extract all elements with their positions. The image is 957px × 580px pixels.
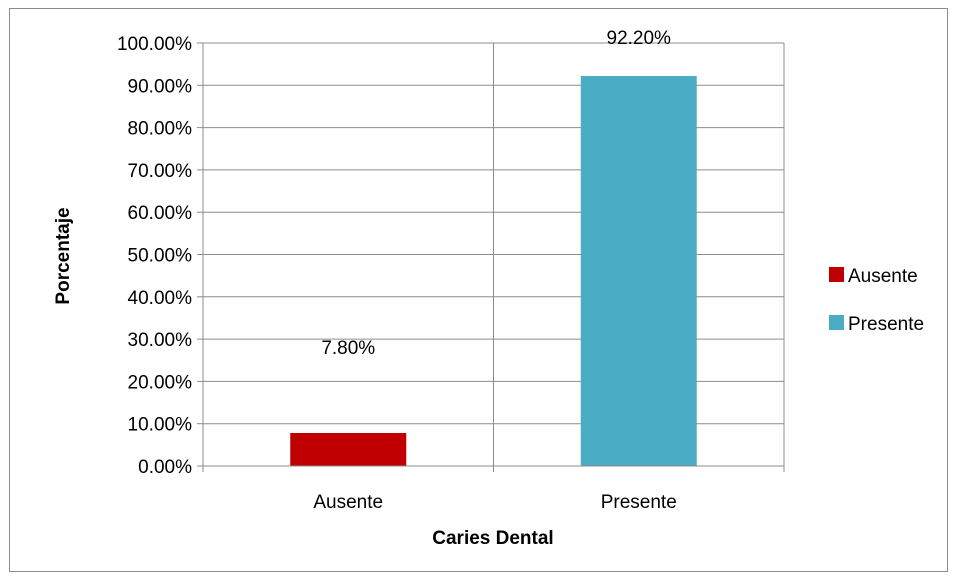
x-tick-label: Presente: [601, 492, 677, 513]
y-tick-label: 80.00%: [128, 119, 193, 140]
gridlines: [203, 42, 785, 466]
legend-swatch-presente: [829, 315, 844, 330]
y-tick-label: 70.00%: [128, 161, 193, 182]
y-tick-label: 10.00%: [128, 415, 193, 436]
y-tick-label: 40.00%: [128, 288, 193, 309]
x-axis-title: Caries Dental: [432, 528, 553, 549]
y-tick-label: 60.00%: [128, 203, 193, 224]
data-label-presente: 92.20%: [607, 28, 672, 49]
y-axis-title: Porcentaje: [53, 207, 74, 304]
y-tick-label: 90.00%: [128, 76, 193, 97]
bar-presente: [580, 75, 697, 466]
y-tick-label: 20.00%: [128, 372, 193, 393]
axes: [197, 42, 785, 472]
legend-swatch-ausente: [829, 267, 844, 282]
x-tick-labels: Ausente Presente: [313, 492, 676, 513]
x-tick-label: Ausente: [313, 492, 383, 513]
y-tick-labels: 0.00% 10.00% 20.00% 30.00% 40.00% 50.00% 60.00…: [117, 34, 192, 478]
y-tick-label: 30.00%: [128, 330, 193, 351]
data-label-ausente: 7.80%: [321, 338, 375, 359]
legend-label-ausente: Ausente: [848, 266, 918, 287]
legend-label-presente: Presente: [848, 314, 924, 335]
data-labels: 7.80% 92.20%: [321, 28, 671, 359]
legend: Ausente Presente: [829, 266, 924, 335]
y-tick-label: 50.00%: [128, 246, 193, 267]
chart-frame: [9, 8, 948, 572]
y-tick-label: 0.00%: [138, 457, 192, 478]
bar-ausente: [290, 433, 407, 466]
bars: [290, 75, 697, 466]
y-tick-label: 100.00%: [117, 34, 192, 55]
